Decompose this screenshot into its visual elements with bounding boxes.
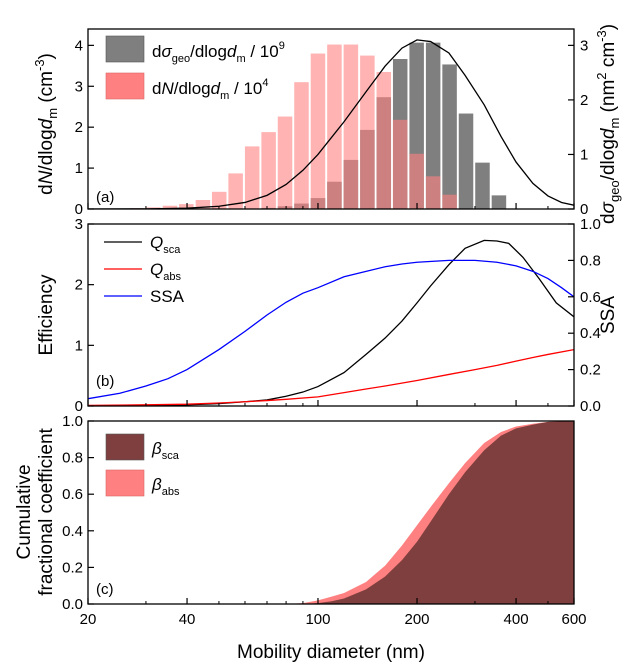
- legend-swatch-number-conc: [105, 72, 145, 100]
- panel-c-left-ticks: 0.0 0.2 0.4 0.6 0.8 1.0: [62, 413, 94, 613]
- beta-sca-area: [88, 421, 574, 604]
- y-left-tick-label: 2: [75, 119, 83, 136]
- y-right-tick-label: 2: [580, 92, 588, 109]
- legend-label-q-abs: Qabs: [150, 260, 181, 283]
- panel-a-left-ticks: 0 1 2 3 4: [75, 37, 94, 218]
- panel-b-left-axis-label: Efficiency: [36, 274, 57, 355]
- x-tick-label: 200: [405, 611, 430, 628]
- sigma-geo-bar: [491, 195, 507, 209]
- y-right-tick-label: 0: [580, 201, 588, 218]
- panel-c-x-ticks: 20 40 100 200 400 600: [80, 598, 587, 628]
- panel-a-frame: [87, 28, 575, 210]
- sigma-geo-fit-curve: [88, 39, 574, 209]
- y-right-tick-label: 0.4: [580, 325, 601, 342]
- x-tick-label: 600: [561, 611, 586, 628]
- sigma-geo-bar: [442, 64, 457, 209]
- y-right-tick-label: 0.2: [580, 362, 601, 379]
- y-right-tick-label: 1.0: [580, 216, 601, 233]
- number-conc-bar: [294, 82, 309, 209]
- y-right-tick-label: 1: [580, 146, 588, 163]
- legend-swatch-beta-abs: [105, 469, 145, 497]
- y-left-tick-label: 1.0: [62, 413, 83, 430]
- y-right-tick-label: 0.6: [580, 289, 601, 306]
- legend-label-beta-sca: βsca: [151, 439, 180, 462]
- number-conc-bar: [442, 194, 457, 209]
- panel-b-frame: [87, 223, 575, 407]
- y-left-tick-label: 1: [75, 160, 83, 177]
- panel-b-label: (b): [96, 373, 114, 390]
- legend-label-beta-abs: βabs: [151, 475, 180, 498]
- panel-b-right-ticks: 0.0 0.2 0.4 0.6 0.8 1.0: [568, 216, 601, 415]
- number-conc-bar: [425, 176, 441, 209]
- panel-a-right-axis-label: dσgeo/dlogdm (nm2 cm-3): [594, 24, 622, 224]
- panel-c: 0.00.20.40.60.81.0 20 40 100 200 400 600 (c) …: [14, 413, 587, 663]
- panel-c-left-axis-label-line1: Cumulative: [14, 464, 35, 559]
- y-left-tick-label: 0.6: [62, 486, 83, 503]
- number-conc-bar: [228, 173, 243, 209]
- number-conc-bar: [277, 116, 293, 209]
- y-left-tick-label: 0.4: [62, 523, 83, 540]
- y-left-tick-label: 0.2: [62, 559, 83, 576]
- y-left-tick-label: 4: [75, 37, 83, 54]
- number-conc-bar: [179, 204, 194, 209]
- number-conc-bar: [310, 53, 326, 209]
- panel-b-x-ticks: [87, 400, 575, 406]
- y-left-tick-label: 2: [75, 277, 83, 294]
- panel-b-left-ticks: 0 1 2 3: [75, 216, 94, 415]
- y-left-tick-label: 0: [75, 201, 83, 218]
- number-conc-bar: [343, 44, 359, 209]
- panel-c-label: (c): [96, 581, 114, 598]
- x-tick-label: 40: [179, 611, 196, 628]
- number-conc-bar: [327, 44, 342, 209]
- number-conc-bar: [409, 153, 424, 209]
- sigma-geo-bar: [475, 162, 490, 209]
- panel-c-left-axis-label-line2: fractional coefficient: [36, 427, 57, 595]
- y-left-tick-label: 3: [75, 78, 83, 95]
- y-right-tick-label: 0.0: [580, 398, 601, 415]
- number-conc-bar: [261, 132, 276, 209]
- x-tick-label: 400: [504, 611, 529, 628]
- y-left-tick-label: 1: [75, 337, 83, 354]
- number-conc-bar: [195, 200, 211, 209]
- y-right-tick-label: 0.8: [580, 252, 601, 269]
- panel-b: 0 1 2 3 0.0 0.2 0.4 0.6 0.8 1.0 (b) Qsca Qabs SS…: [36, 216, 619, 415]
- number-conc-bar: [360, 55, 375, 209]
- panel-a-label: (a): [96, 189, 114, 206]
- x-tick-label: 20: [80, 611, 97, 628]
- number-conc-bar: [211, 191, 227, 209]
- panel-a-left-axis-label: dN/dlogdm (cm-3): [32, 53, 60, 195]
- panel-a: 0 1 2 3 4 0 1 2 3 (a) dσgeo/dlogdm / 109 dN/dlo…: [32, 24, 622, 224]
- number-conc-bar: [162, 205, 178, 209]
- sigma-geo-bar: [425, 42, 441, 209]
- panel-a-x-ticks: [87, 203, 575, 209]
- sigma-geo-bar: [458, 113, 474, 209]
- legend-label-sigma-geo: dσgeo/dlogdm / 109: [152, 40, 285, 65]
- ssa-line: [88, 259, 574, 400]
- legend-label-ssa: SSA: [150, 287, 185, 306]
- y-right-tick-label: 3: [580, 37, 588, 54]
- panel-b-right-axis-label: SSA: [598, 296, 619, 334]
- number-conc-bar: [244, 146, 260, 209]
- panel-c-frame: [87, 420, 575, 605]
- number-conc-bar: [376, 71, 392, 209]
- legend-label-number-conc: dN/dlogdm / 104: [152, 77, 268, 102]
- y-left-tick-label: 0.8: [62, 450, 83, 467]
- q-abs-line: [88, 348, 574, 406]
- x-tick-label: 100: [305, 611, 330, 628]
- y-left-tick-label: 0.0: [62, 596, 83, 613]
- legend-swatch-beta-sca: [105, 433, 145, 461]
- y-left-tick-label: 3: [75, 216, 83, 233]
- y-left-tick-label: 0: [75, 398, 83, 415]
- number-conc-bars: [113, 44, 457, 209]
- number-conc-bar: [392, 119, 408, 209]
- legend-label-q-sca: Qsca: [150, 233, 181, 256]
- legend-swatch-sigma-geo: [105, 35, 145, 63]
- x-axis-label: Mobility diameter (nm): [237, 642, 425, 663]
- panel-a-right-ticks: 0 1 2 3: [568, 37, 588, 218]
